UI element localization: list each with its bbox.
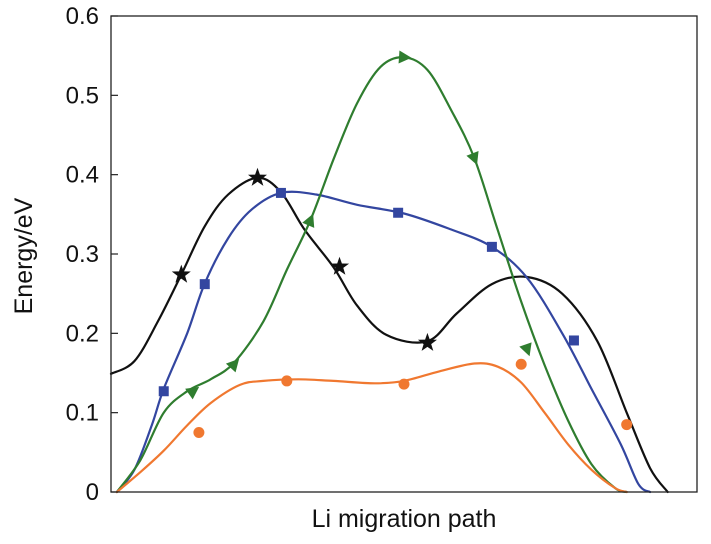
triangle-marker xyxy=(519,342,532,357)
star-marker xyxy=(248,167,267,186)
square-marker xyxy=(486,241,497,252)
triangle-marker xyxy=(302,213,315,228)
markers-layer xyxy=(158,50,633,438)
y-tick-label: 0.4 xyxy=(66,162,99,189)
series-line-2 xyxy=(115,190,652,494)
circle-marker xyxy=(515,358,527,370)
circle-marker xyxy=(193,427,205,438)
curves-layer xyxy=(109,56,669,494)
triangle-marker xyxy=(185,386,200,400)
axes-layer: 0 0.1 0.2 0.3 0.4 0.5 0.6 xyxy=(66,3,698,506)
y-tick-label: 0.5 xyxy=(66,82,99,109)
star-marker xyxy=(417,332,437,351)
square-marker xyxy=(568,335,579,346)
y-tick-label: 0.3 xyxy=(66,241,99,268)
star-marker xyxy=(330,256,350,275)
star-marker xyxy=(171,264,191,283)
triangle-marker xyxy=(225,358,240,373)
y-tick-label: 0.2 xyxy=(66,320,99,347)
series-line-4 xyxy=(115,362,628,494)
triangle-marker xyxy=(398,50,412,64)
series-line-1 xyxy=(109,176,669,494)
series-line-3 xyxy=(115,56,628,494)
circle-marker xyxy=(621,419,633,431)
x-axis-title: Li migration path xyxy=(312,505,497,533)
square-marker xyxy=(275,187,286,198)
square-marker xyxy=(199,279,210,290)
y-tick-label: 0.6 xyxy=(66,3,99,30)
square-marker xyxy=(158,386,169,397)
y-tick-label: 0 xyxy=(86,479,99,506)
triangle-marker xyxy=(466,150,479,165)
circle-marker xyxy=(398,378,410,390)
square-marker xyxy=(393,207,404,218)
circle-marker xyxy=(281,375,293,387)
y-tick-label: 0.1 xyxy=(66,400,99,427)
y-axis-title: Energy/eV xyxy=(10,197,38,314)
